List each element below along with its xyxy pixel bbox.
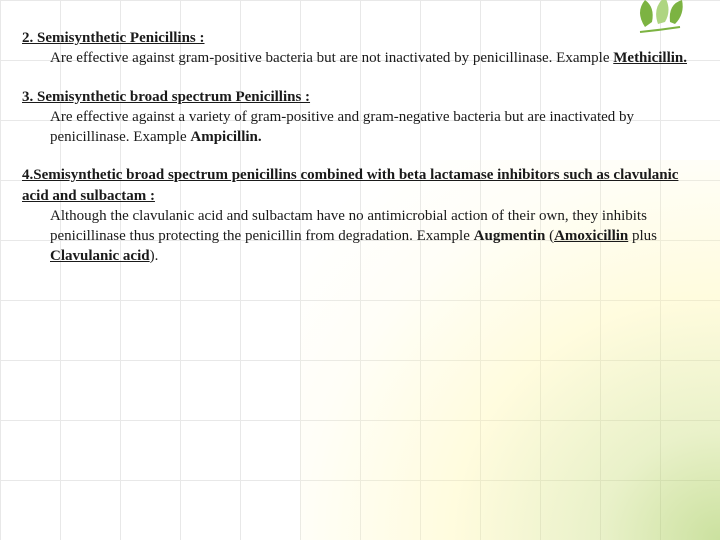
section-3: 3. Semisynthetic broad spectrum Penicill… — [22, 87, 692, 148]
body-text: Are effective against a variety of gram-… — [50, 109, 634, 145]
body-text: ( — [545, 228, 554, 244]
body-text: plus — [628, 228, 657, 244]
example-term: Amoxicillin — [554, 228, 628, 244]
section-heading: 3. Semisynthetic broad spectrum Penicill… — [22, 87, 692, 107]
section-body: Although the clavulanic acid and sulbact… — [22, 206, 692, 267]
slide-content: 2. Semisynthetic Penicillins : Are effec… — [0, 0, 720, 305]
body-text: ). — [150, 248, 159, 264]
section-body: Are effective against gram-positive bact… — [22, 48, 692, 68]
section-body: Are effective against a variety of gram-… — [22, 107, 692, 148]
example-term: Augmentin — [474, 228, 546, 244]
section-2: 2. Semisynthetic Penicillins : Are effec… — [22, 28, 692, 69]
example-term: Ampicillin. — [190, 129, 261, 145]
section-heading: 2. Semisynthetic Penicillins : — [22, 28, 692, 48]
section-4: 4.Semisynthetic broad spectrum penicilli… — [22, 165, 692, 266]
example-term: Clavulanic acid — [50, 248, 150, 264]
leaf-icon — [630, 0, 690, 42]
example-term: Methicillin. — [613, 50, 687, 66]
body-text: Are effective against gram-positive bact… — [50, 50, 613, 66]
section-heading: 4.Semisynthetic broad spectrum penicilli… — [22, 165, 692, 206]
leaf-decoration — [630, 0, 690, 42]
